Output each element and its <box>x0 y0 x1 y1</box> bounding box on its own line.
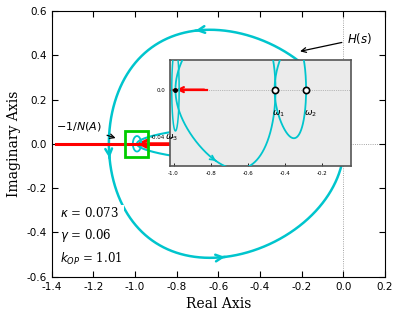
Y-axis label: Imaginary Axis: Imaginary Axis <box>7 91 21 197</box>
Bar <box>125 131 148 157</box>
Text: $-1/k_\mathrm{OP}$: $-1/k_\mathrm{OP}$ <box>221 69 264 109</box>
X-axis label: Real Axis: Real Axis <box>186 297 251 311</box>
Text: $\kappa$ = 0.073
$\gamma$ = 0.06
$k_{OP}$ = 1.01: $\kappa$ = 0.073 $\gamma$ = 0.06 $k_{OP}… <box>60 206 122 267</box>
Text: $H(s)$: $H(s)$ <box>302 31 372 52</box>
Text: $-1/N(A)$: $-1/N(A)$ <box>56 120 114 138</box>
